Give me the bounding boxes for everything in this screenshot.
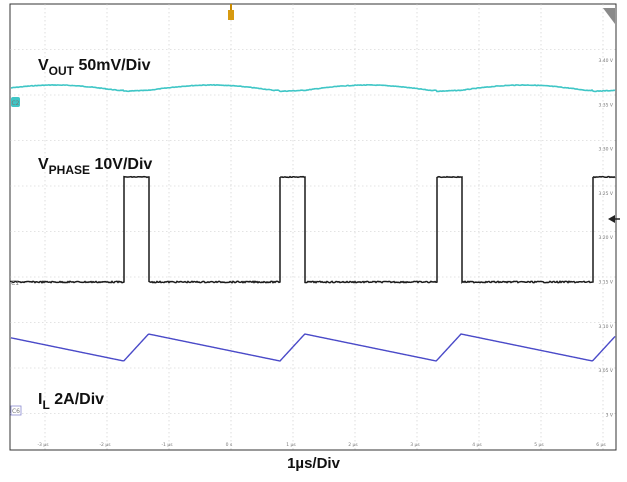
il-label-name: I [38, 391, 42, 408]
vphase-label-scale: 10V/Div [94, 156, 152, 173]
grid [10, 4, 616, 450]
x-tick-label: 4 µs [472, 442, 482, 448]
right-tick-label: 3.15 V [598, 280, 613, 286]
corner-triangle-icon [603, 8, 615, 24]
il-label: IL 2A/Div [38, 391, 104, 412]
channel-marker-c6-label: C6 [12, 408, 20, 415]
il-trace [10, 333, 616, 362]
x-tick-label: 6 µs [596, 442, 606, 448]
channel-marker-c1-label: C1 [11, 280, 19, 287]
il-label-sub: L [42, 398, 49, 412]
x-tick-label: 0 s [226, 442, 233, 448]
x-tick-label: -2 µs [99, 442, 111, 448]
x-tick-label: 3 µs [410, 442, 420, 448]
vphase-label: VPHASE 10V/Div [38, 156, 152, 177]
vout-label-name: V [38, 57, 49, 74]
x-tick-label: 2 µs [348, 442, 358, 448]
x-tick-label: -1 µs [161, 442, 173, 448]
x-axis-label: 1µs/Div [287, 455, 340, 472]
right-tick-label: 3.20 V [598, 235, 613, 241]
vout-label-sub: OUT [49, 64, 75, 78]
channel-marker-c6[interactable]: C6 [10, 405, 22, 416]
vphase-trace [10, 175, 616, 284]
vphase-label-name: V [38, 156, 49, 173]
x-tick-label: 1 µs [286, 442, 296, 448]
trigger-position-marker[interactable] [228, 4, 234, 20]
right-tick-label: 3.25 V [598, 191, 613, 197]
vout-label: VOUT 50mV/Div [38, 57, 151, 78]
trigger-level-arrow-icon[interactable] [608, 215, 620, 223]
x-tick-label: -3 µs [37, 442, 49, 448]
x-tick-label: 5 µs [534, 442, 544, 448]
right-tick-label: 3.35 V [598, 102, 613, 108]
x-tick-labels: -6 µs-5 µs-4 µs-3 µs-2 µs-1 µs0 s1 µs2 µ… [37, 442, 606, 448]
channel-marker-c2-label: C2 [11, 100, 19, 107]
vout-trace [10, 83, 616, 93]
channel-marker-c2[interactable]: C2 [11, 97, 20, 107]
vphase-label-sub: PHASE [49, 163, 90, 177]
traces [10, 83, 616, 362]
right-tick-label: 3.10 V [598, 324, 613, 330]
right-tick-label: 3.30 V [598, 147, 613, 153]
right-tick-label: 3.40 V [598, 58, 613, 64]
il-label-scale: 2A/Div [54, 391, 104, 408]
vout-label-scale: 50mV/Div [78, 57, 150, 74]
channel-marker-c1[interactable]: C1 [11, 280, 19, 287]
right-tick-label: 3.05 V [598, 368, 613, 374]
plot-frame [9, 3, 617, 451]
right-tick-label: 3 V [606, 412, 614, 418]
right-tick-labels: 3.40 V 3.35 V 3.30 V 3.25 V 3.20 V 3.15 V 3.10… [598, 58, 613, 418]
